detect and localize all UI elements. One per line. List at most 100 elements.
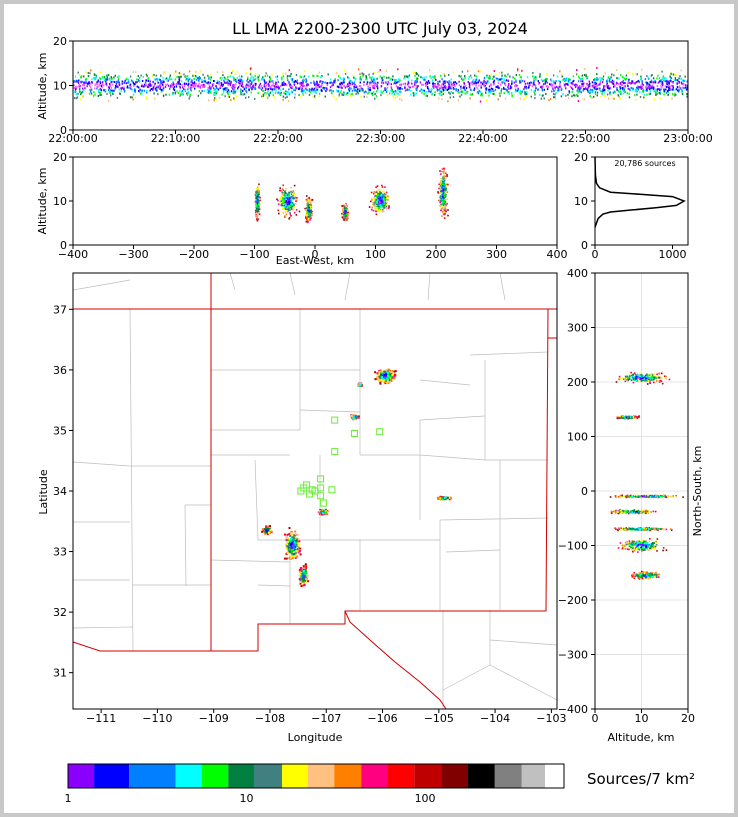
ew-source-point <box>256 219 259 222</box>
time-source-point <box>334 78 336 81</box>
time-source-point <box>515 79 517 82</box>
time-source-point <box>216 87 218 90</box>
time-source-point <box>582 80 584 83</box>
time-source-point <box>634 88 637 91</box>
time-source-point <box>147 77 150 80</box>
time-source-point <box>495 86 497 88</box>
time-source-point <box>190 88 192 91</box>
time-source-point <box>247 84 249 87</box>
ew-source-point <box>445 184 448 187</box>
time-source-point <box>257 76 260 79</box>
time-source-point <box>138 86 140 89</box>
ew-source-point <box>440 204 442 206</box>
time-source-point <box>652 86 654 89</box>
map-source-point <box>288 533 291 535</box>
time-source-point <box>596 66 598 69</box>
time-source-point <box>508 83 510 86</box>
time-source-point <box>154 82 156 85</box>
time-source-point <box>103 89 105 92</box>
time-source-point <box>462 79 464 81</box>
time-source-point <box>507 80 509 83</box>
map-source-point <box>283 557 286 560</box>
time-source-point <box>663 79 665 82</box>
ew-source-point <box>258 183 260 186</box>
time-source-point <box>667 89 670 92</box>
time-source-point <box>683 79 685 82</box>
time-source-point <box>321 89 323 92</box>
map-source-point <box>393 375 396 378</box>
time-x-tick-label: 22:20:00 <box>253 132 302 145</box>
time-source-point <box>663 88 665 91</box>
ew-source-point <box>286 210 288 212</box>
time-source-point <box>665 91 668 94</box>
time-source-point <box>473 87 476 90</box>
time-source-point <box>222 83 224 86</box>
ew-source-point <box>306 207 309 210</box>
time-source-point <box>533 80 535 82</box>
hist-y-tick-label: 10 <box>574 195 588 208</box>
time-source-point <box>477 81 480 84</box>
time-source-point <box>242 79 244 82</box>
time-source-point <box>372 94 374 96</box>
time-source-point <box>452 82 455 85</box>
time-source-point <box>511 95 513 98</box>
ew-source-point <box>441 203 444 206</box>
time-source-point <box>73 87 75 89</box>
time-source-point <box>90 90 92 93</box>
map-source-point <box>295 537 298 540</box>
time-source-point <box>203 76 206 79</box>
time-source-point <box>263 83 266 86</box>
map-source-point <box>299 570 302 573</box>
ew-source-point <box>370 191 373 194</box>
time-source-point <box>491 78 494 80</box>
time-source-point <box>341 82 344 85</box>
time-source-point <box>125 82 127 85</box>
time-source-point <box>437 85 439 88</box>
time-source-point <box>416 89 418 92</box>
ew-source-point <box>382 196 385 199</box>
time-source-point <box>495 77 497 80</box>
time-source-point <box>476 86 478 89</box>
time-source-point <box>596 94 598 97</box>
time-source-point <box>481 92 483 95</box>
time-source-point <box>357 92 359 95</box>
time-source-point <box>348 89 351 92</box>
map-source-point <box>296 555 299 558</box>
time-source-point <box>112 93 114 95</box>
ew-source-point <box>445 187 447 190</box>
time-source-point <box>686 80 688 83</box>
ew-source-point <box>308 197 310 200</box>
time-source-point <box>277 80 279 83</box>
time-source-point <box>295 87 297 90</box>
ew-source-point <box>283 198 286 200</box>
time-source-point <box>562 92 564 95</box>
time-source-point <box>577 91 579 94</box>
time-source-point <box>337 90 339 93</box>
ew-source-point <box>346 212 348 215</box>
time-source-point <box>554 82 556 85</box>
time-source-point <box>261 78 263 81</box>
time-source-point <box>421 83 423 86</box>
map-source-point <box>288 557 291 560</box>
time-source-point <box>230 86 233 89</box>
ew-source-point <box>310 206 312 208</box>
time-source-point <box>131 96 133 99</box>
time-source-point <box>204 80 206 83</box>
time-source-point <box>371 80 374 83</box>
time-source-point <box>91 78 93 81</box>
ew-source-point <box>258 201 261 203</box>
ew-source-point <box>288 203 290 206</box>
ew-source-point <box>443 199 446 201</box>
time-source-point <box>203 85 206 88</box>
time-source-point <box>276 75 279 78</box>
time-source-point <box>552 87 554 90</box>
time-source-point <box>350 80 352 83</box>
time-source-point <box>85 81 87 84</box>
ew-source-point <box>345 215 347 217</box>
time-source-point <box>608 97 610 100</box>
time-source-point <box>380 85 383 88</box>
map-source-point <box>382 379 385 382</box>
time-source-point <box>482 83 484 85</box>
time-source-point <box>198 76 201 78</box>
ew-source-point <box>443 185 446 187</box>
